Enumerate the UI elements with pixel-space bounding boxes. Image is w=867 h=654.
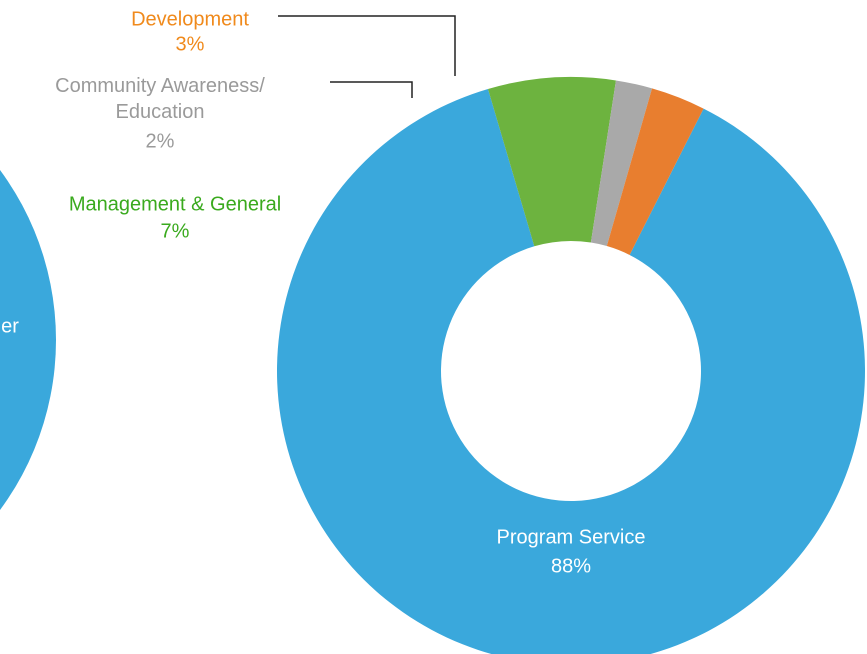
- slice-value: 7%: [161, 220, 190, 242]
- donut-slice: [606, 88, 704, 255]
- leader-line: [330, 81, 413, 98]
- slice-value: 88%: [551, 555, 591, 577]
- slice-value: 3%: [176, 33, 205, 55]
- slice-value: 2%: [146, 130, 175, 152]
- slice-label: er: [1, 315, 19, 337]
- slice-label: Development: [131, 8, 249, 30]
- slice-label: Community Awareness/Education: [55, 75, 265, 123]
- slice-label: Management & General: [69, 193, 281, 215]
- donut-slice: [487, 77, 616, 247]
- leader-line: [278, 15, 456, 76]
- slice-label: Program Service: [497, 526, 646, 548]
- donut-slice: [590, 80, 653, 247]
- donut-slice: [277, 88, 865, 654]
- leader-lines: [278, 15, 456, 98]
- pie-slice: [0, 170, 56, 510]
